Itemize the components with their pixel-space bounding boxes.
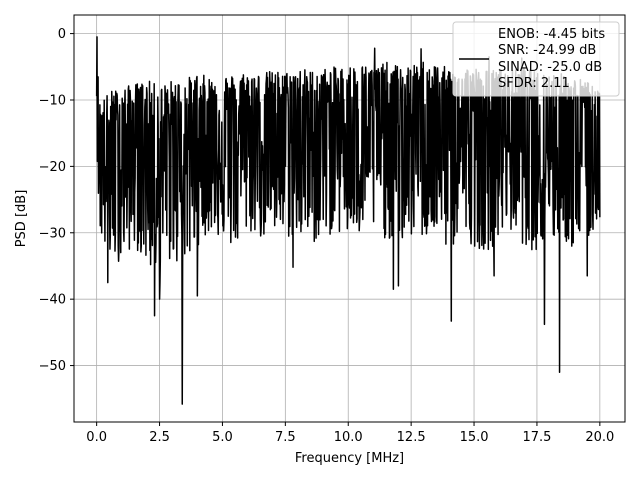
legend-text-snr: SNR: -24.99 dB [498, 43, 596, 58]
plot-frame [73, 14, 626, 423]
x-tick-label: 12.5 [397, 430, 426, 445]
legend-box [452, 21, 620, 97]
x-tick-label: 2.5 [149, 430, 170, 445]
legend-text-sfdr: SFDR: 2.11 [498, 76, 570, 91]
y-tick-label: −40 [39, 293, 66, 308]
x-tick-label: 20.0 [585, 430, 614, 445]
y-axis-ticks: 0 −10 −20 −30 −40 −50 [39, 27, 74, 374]
y-tick-label: −10 [39, 93, 66, 108]
y-tick-label: −20 [39, 160, 66, 175]
x-tick-label: 0.0 [86, 430, 107, 445]
legend-text-enob: ENOB: -4.45 bits [498, 27, 605, 42]
x-axis-ticks: 0.0 2.5 5.0 7.5 10.0 12.5 15.0 17.5 20.0 [86, 422, 614, 445]
x-axis-label: Frequency [MHz] [295, 451, 404, 466]
x-tick-label: 17.5 [522, 430, 551, 445]
y-tick-label: 0 [58, 27, 66, 42]
psd-series-line [95, 36, 601, 405]
x-tick-label: 5.0 [212, 430, 233, 445]
legend-text-sinad: SINAD: -25.0 dB [498, 60, 602, 75]
y-tick-label: −50 [39, 359, 66, 374]
x-tick-label: 7.5 [275, 430, 296, 445]
psd-series [95, 36, 601, 405]
y-tick-label: −30 [39, 226, 66, 241]
x-tick-label: 15.0 [460, 430, 489, 445]
x-tick-label: 10.0 [334, 430, 363, 445]
legend: ENOB: -4.45 bits SNR: -24.99 dB SINAD: -… [452, 21, 620, 97]
y-axis-label: PSD [dB] [14, 190, 29, 248]
